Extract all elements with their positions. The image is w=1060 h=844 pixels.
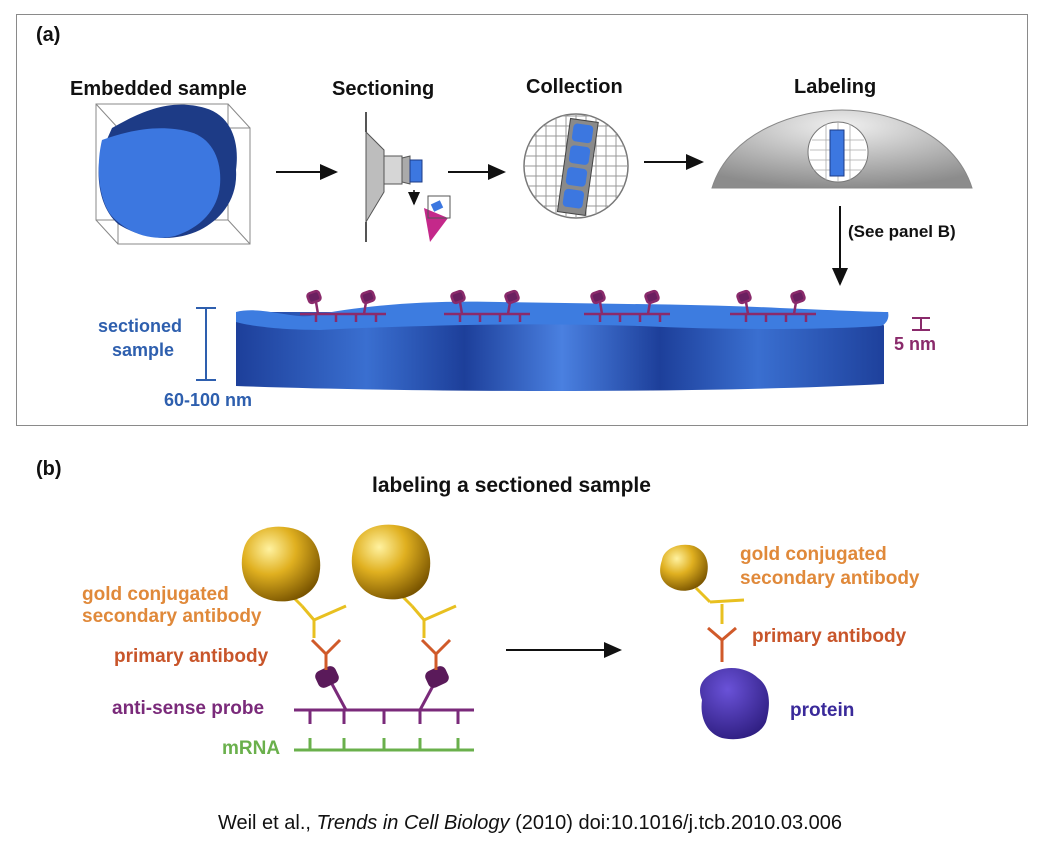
embedded-sample-icon [95,103,251,245]
probe-group-3 [584,289,670,322]
sectioned-sample-label-2: sample [112,340,175,360]
collection-grid-icon [523,113,629,219]
probe-size-label: 5 nm [894,334,937,354]
probe-group-4 [730,289,816,322]
left-secondary-label-1: gold conjugated [82,584,229,605]
gold-particle-1 [241,526,321,602]
microtome-icon [365,112,451,242]
thickness-bracket [196,307,216,381]
left-primary-label: primary antibody [114,646,269,667]
probe-group-2 [444,289,530,322]
protein-label: protein [790,700,855,721]
mrna-strand [294,738,474,752]
gold-particle-3 [660,544,708,591]
primary-antibody-left-1 [310,638,342,670]
probe-group-1 [300,289,386,322]
right-secondary-label-1: gold conjugated [740,544,887,565]
primary-antibody-right [707,626,737,662]
labeling-dome-icon [711,109,973,189]
step-embedded-sample: Embedded sample [70,78,247,100]
panel-b-label: (b) [36,458,62,480]
thickness-label: 60-100 nm [164,390,253,410]
probe-tag-1 [315,666,339,688]
anti-sense-probe-label: anti-sense probe [112,698,265,719]
mrna-label: mRNA [222,738,281,759]
right-secondary-label-2: secondary antibody [740,568,920,589]
left-secondary-label-2: secondary antibody [82,606,262,627]
step-labeling: Labeling [794,76,877,98]
step-sectioning: Sectioning [332,78,435,100]
caption-authors: Weil et al., [217,812,311,834]
gold-particle-2 [351,524,431,600]
caption-journal: Trends in Cell Biology [316,812,510,834]
panel-a-label: (a) [36,24,61,46]
sectioned-slab [236,301,889,391]
figure-caption: Weil et al., Trends in Cell Biology (201… [0,812,1060,835]
panel-b-title: labeling a sectioned sample [372,474,651,497]
primary-antibody-left-2 [420,638,452,670]
step-collection: Collection [526,76,623,98]
right-primary-label: primary antibody [752,626,907,647]
probe-size-bracket [912,317,930,331]
probe-tag-2 [425,666,449,688]
antisense-probe [294,683,474,724]
see-panel-b-note: (See panel B) [848,222,956,241]
protein-icon [700,667,769,740]
secondary-antibody-right [694,586,745,624]
caption-reference: (2010) doi:10.1016/j.tcb.2010.03.006 [515,812,843,834]
sectioned-sample-label-1: sectioned [98,316,183,336]
